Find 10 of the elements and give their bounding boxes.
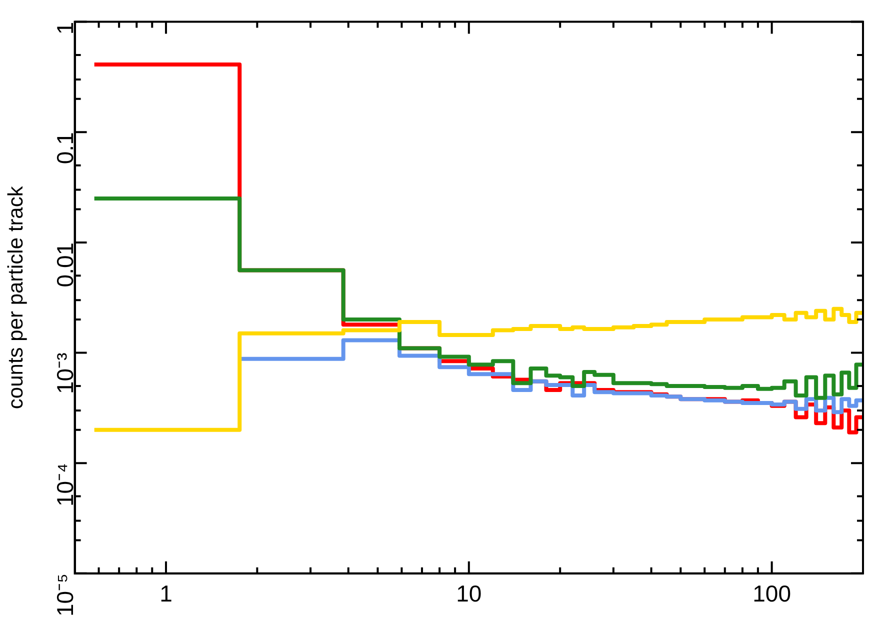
y-tick-label: 10⁻⁴ [52, 463, 78, 507]
y-tick-label: 0.01 [52, 242, 78, 288]
x-tick-label: 10 [456, 580, 482, 607]
y-tick-label: 10⁻⁵ [52, 573, 78, 617]
x-tick-label: 100 [752, 580, 791, 607]
y-axis-title: counts per particle track [4, 186, 28, 410]
y-tick-label: 10⁻³ [52, 352, 78, 394]
y-tick-label: 1 [52, 22, 78, 35]
y-tick-label: 0.1 [52, 132, 78, 164]
x-tick-label: 1 [160, 580, 172, 607]
